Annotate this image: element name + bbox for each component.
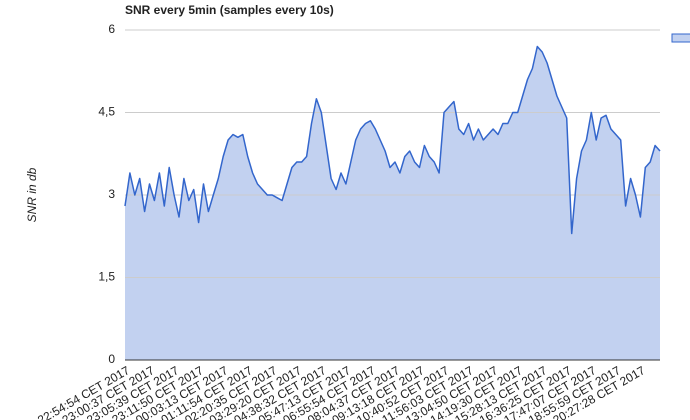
y-tick-label: 4,5 [98, 105, 115, 119]
y-tick-label: 0 [108, 352, 115, 366]
y-tick-label: 6 [108, 22, 115, 36]
chart-title: SNR every 5min (samples every 10s) [125, 3, 334, 17]
y-axis-label: SNR in db [25, 167, 39, 222]
legend-swatch [671, 33, 690, 43]
area-fill [125, 46, 660, 360]
y-tick-label: 3 [108, 187, 115, 201]
area-line [124, 45, 661, 235]
y-tick-label: 1,5 [98, 270, 115, 284]
